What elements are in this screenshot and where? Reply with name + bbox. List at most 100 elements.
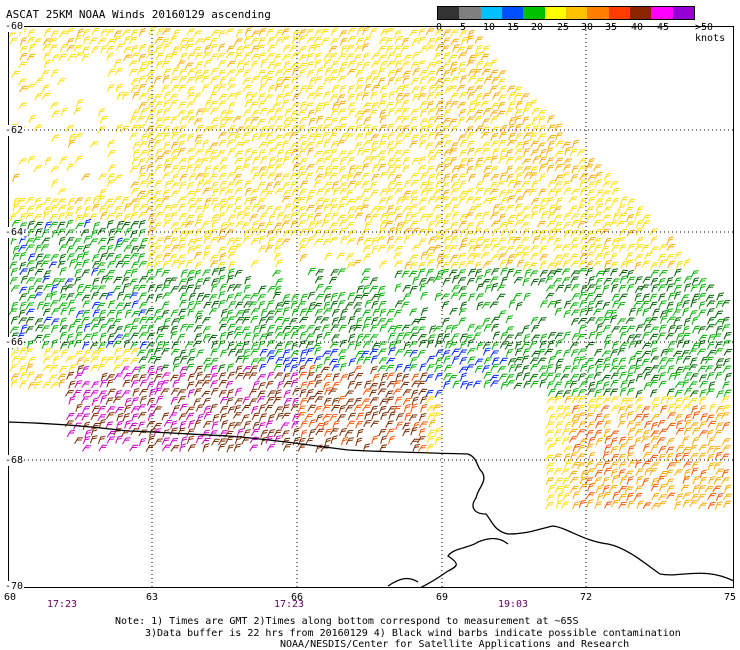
wind-barb <box>435 357 444 366</box>
wind-barb <box>576 334 586 341</box>
latitude-label: -64 <box>4 227 25 238</box>
wind-barb <box>192 245 202 253</box>
wind-barb <box>490 155 498 164</box>
wind-barb <box>682 461 693 468</box>
wind-barb <box>505 108 514 116</box>
wind-barb <box>609 309 618 318</box>
wind-barb <box>227 237 235 246</box>
wind-barb <box>300 140 308 149</box>
wind-barb <box>363 380 372 389</box>
wind-barb <box>585 357 594 366</box>
wind-barb <box>722 445 731 453</box>
wind-barb <box>309 76 317 86</box>
wind-barb <box>179 420 187 430</box>
wind-barb <box>401 99 410 108</box>
wind-barb <box>146 172 155 181</box>
wind-barb <box>297 220 307 228</box>
wind-barb <box>19 45 28 54</box>
wind-barb <box>419 282 427 292</box>
wind-barb <box>298 188 307 197</box>
wind-barb <box>114 253 122 263</box>
wind-barb <box>560 253 570 261</box>
wind-barb <box>666 462 675 470</box>
wind-barb <box>626 420 635 428</box>
wind-barb <box>116 91 125 101</box>
wind-barb <box>619 387 627 396</box>
wind-barb <box>497 246 507 253</box>
wind-barb <box>203 244 212 254</box>
wind-barb <box>571 165 579 174</box>
wind-barb <box>241 309 251 317</box>
wind-barb <box>601 350 611 358</box>
wind-barb <box>545 502 554 510</box>
wind-barb <box>345 302 355 309</box>
wind-barb <box>274 372 284 380</box>
wind-barb <box>90 356 100 363</box>
wind-barb <box>514 203 523 212</box>
wind-barb <box>331 125 341 134</box>
wind-barb <box>81 445 92 452</box>
wind-barb <box>364 299 373 308</box>
wind-barb <box>187 68 196 76</box>
wind-barb <box>385 195 394 204</box>
wind-barb <box>265 76 274 84</box>
wind-barb <box>538 372 548 380</box>
wind-barb <box>274 316 284 324</box>
wind-barb <box>132 387 140 397</box>
wind-barb <box>411 373 420 382</box>
wind-barb <box>546 396 556 404</box>
wind-barb <box>544 348 554 356</box>
wind-barb <box>177 165 187 174</box>
wind-barb <box>105 253 115 261</box>
wind-barb <box>148 388 156 398</box>
wind-barb <box>714 318 724 326</box>
wind-barb <box>707 341 715 350</box>
wind-barb <box>371 52 380 61</box>
wind-barb <box>266 139 275 148</box>
wind-barb <box>378 54 388 62</box>
wind-barb <box>122 413 131 422</box>
wind-barb <box>684 419 692 428</box>
wind-barb <box>43 51 51 61</box>
wind-barb <box>73 339 83 348</box>
wind-barb <box>602 222 612 229</box>
wind-barb <box>578 420 587 429</box>
wind-barb <box>650 356 660 363</box>
wind-barb <box>674 413 683 422</box>
wind-barb <box>458 220 468 229</box>
wind-barb <box>257 52 267 60</box>
wind-barb <box>216 262 226 269</box>
wind-barb <box>602 397 612 405</box>
wind-barb <box>681 396 690 404</box>
wind-barb <box>201 380 211 387</box>
wind-barb <box>272 102 282 109</box>
wind-barb <box>604 435 612 444</box>
wind-barb <box>187 197 196 206</box>
wind-barb <box>330 300 339 309</box>
wind-barb <box>202 36 212 44</box>
wind-barb <box>124 397 132 407</box>
wind-barb <box>619 413 627 422</box>
wind-barb <box>178 203 187 212</box>
wind-barb <box>97 414 107 422</box>
wind-barb <box>98 444 108 452</box>
wind-barb <box>273 396 282 404</box>
wind-barb <box>123 372 133 380</box>
wind-barb <box>498 373 508 381</box>
wind-barb <box>234 398 244 405</box>
wind-barb <box>362 341 372 349</box>
wind-barb <box>369 27 378 36</box>
wind-barb <box>474 365 483 374</box>
wind-barb <box>98 390 107 398</box>
wind-barb <box>411 244 421 252</box>
wind-barb <box>228 124 236 134</box>
wind-barb <box>235 310 244 318</box>
wind-barb <box>394 188 403 195</box>
wind-barb <box>595 395 604 404</box>
wind-barb <box>188 203 196 212</box>
wind-barb <box>138 53 147 62</box>
wind-barb <box>281 317 291 326</box>
wind-barb <box>468 293 476 302</box>
wind-barb <box>304 357 314 365</box>
wind-barb <box>505 374 515 382</box>
